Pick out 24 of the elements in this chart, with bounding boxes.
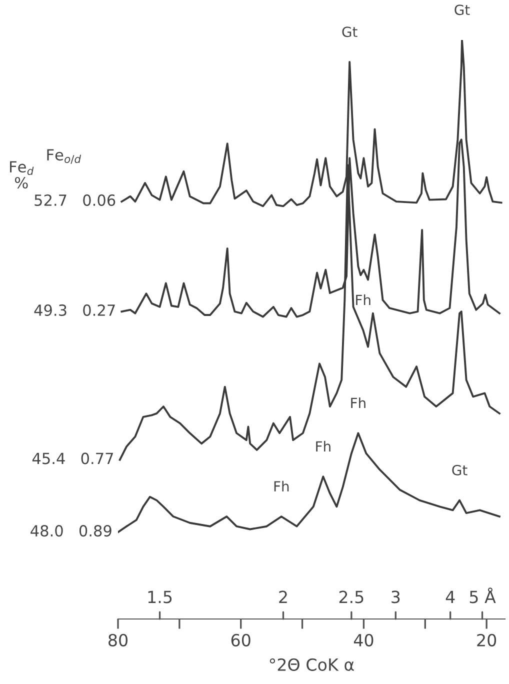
series-label: 52.7 0.06 xyxy=(34,194,116,206)
annotation: 2 xyxy=(279,590,287,604)
series-label: 45.4 0.77 xyxy=(32,452,113,464)
annotation: Fh xyxy=(274,480,289,492)
x-tick-label: 40 xyxy=(354,634,374,646)
annotation: Gt xyxy=(452,464,468,476)
series-label: 48.0 0.89 xyxy=(30,525,112,537)
series-label: 49.3 0.27 xyxy=(34,304,115,316)
annotation: Fh xyxy=(316,440,330,452)
annotation: 1.5 xyxy=(148,590,172,604)
x-tick-label: 20 xyxy=(477,634,496,646)
annotation: Gt xyxy=(454,4,470,16)
annotation: 2.5 xyxy=(339,590,364,604)
annotation: Gt xyxy=(342,26,358,38)
text: Fe$_{o/d}$ xyxy=(47,149,82,164)
x-axis-title: °2Θ CoK α xyxy=(270,658,354,671)
annotation: 3 xyxy=(392,590,400,604)
annotation: 5 Å xyxy=(470,588,496,604)
x-tick-label: 80 xyxy=(108,634,128,646)
text: Fe$_{d}$ % xyxy=(10,161,34,189)
x-tick-label: 60 xyxy=(231,634,250,646)
annotation: Fh xyxy=(356,294,370,305)
annotation: Fh xyxy=(351,397,366,408)
annotation: 4 xyxy=(446,590,455,604)
